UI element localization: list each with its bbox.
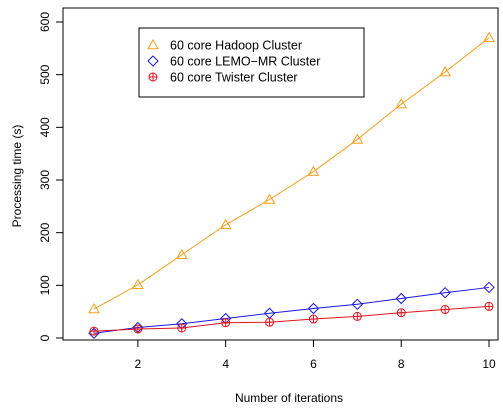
data-point <box>395 292 407 305</box>
data-point <box>88 303 100 314</box>
series-line <box>93 286 490 334</box>
y-tick-label: 300 <box>38 170 52 190</box>
data-point <box>219 218 232 230</box>
x-axis-label: Number of iterations <box>235 391 343 405</box>
legend-box <box>138 27 365 98</box>
legend-marker <box>147 55 159 67</box>
x-axis: 2 4 6 8 10 <box>135 339 496 371</box>
data-point <box>439 286 451 299</box>
data-point <box>265 317 275 327</box>
data-point <box>177 323 187 333</box>
legend-label: 60 core Hadoop Cluster <box>170 39 302 53</box>
x-tick-label: 4 <box>222 357 229 371</box>
data-point <box>307 302 320 315</box>
series-0 <box>88 31 495 314</box>
x-tick-label: 10 <box>482 357 496 371</box>
data-point <box>483 281 495 294</box>
y-tick-label: 600 <box>38 12 52 32</box>
series-2 <box>89 301 494 336</box>
data-point <box>439 66 451 77</box>
x-tick-label: 8 <box>398 357 405 371</box>
data-point <box>132 278 144 290</box>
data-point <box>221 318 231 328</box>
data-point <box>351 133 364 144</box>
data-point <box>440 305 450 315</box>
y-tick-label: 500 <box>38 64 52 84</box>
legend-marker <box>148 72 158 82</box>
series-1 <box>88 281 495 339</box>
data-point <box>308 314 318 324</box>
legend: 60 core Hadoop Cluster 60 core LEMO−MR Cl… <box>138 27 365 98</box>
data-point <box>483 31 495 43</box>
data-point <box>395 98 408 109</box>
data-point <box>307 165 320 176</box>
legend-label: 60 core Twister Cluster <box>170 71 298 85</box>
legend-marker <box>147 38 159 50</box>
series-line <box>93 305 490 332</box>
data-point <box>484 301 494 311</box>
y-tick-label: 0 <box>38 334 52 341</box>
data-point <box>396 308 406 318</box>
x-tick-label: 6 <box>310 357 317 371</box>
data-point <box>133 324 143 334</box>
y-tick-label: 100 <box>38 275 52 295</box>
x-tick-label: 2 <box>135 357 142 371</box>
data-point <box>263 193 276 204</box>
series-line <box>93 37 490 310</box>
legend-label: 60 core LEMO−MR Cluster <box>170 55 320 69</box>
y-axis: 0 100 200 300 400 500 600 <box>38 12 63 341</box>
data-point <box>89 326 99 336</box>
y-tick-label: 200 <box>38 222 52 242</box>
data-point <box>352 311 362 321</box>
y-axis-label: Processing time (s) <box>10 125 24 228</box>
data-point <box>175 248 188 260</box>
data-point <box>351 298 364 311</box>
series-layer <box>88 31 495 339</box>
y-tick-label: 400 <box>38 117 52 137</box>
